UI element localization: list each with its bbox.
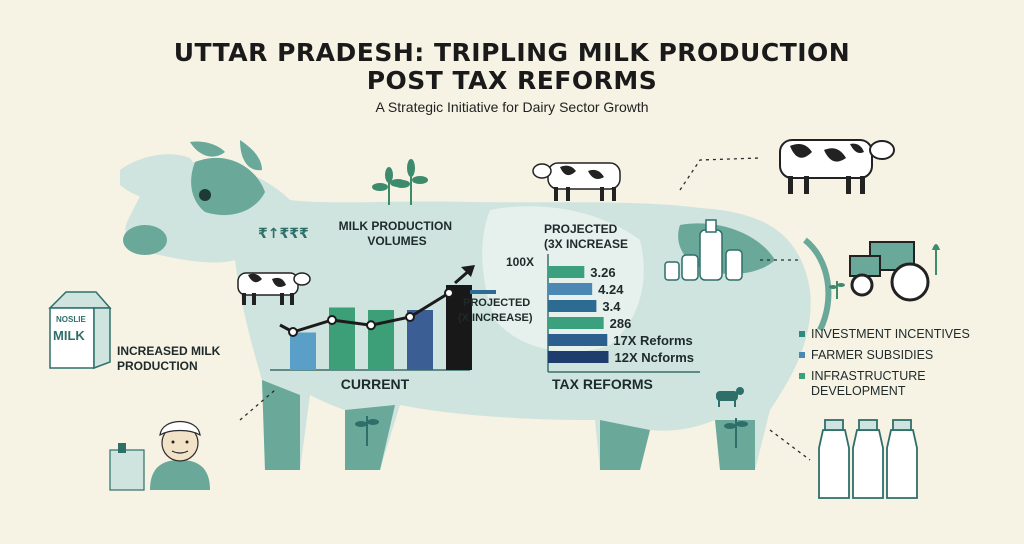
- carton-brand: NOSLIE: [56, 315, 86, 324]
- chart2-bar: [548, 317, 604, 329]
- legend-label: INVESTMENT INCENTIVES: [811, 327, 970, 341]
- chart2-bar: [548, 266, 585, 278]
- legend-item: FARMER SUBSIDIES: [799, 348, 999, 363]
- increased-milk-label: INCREASED MILK PRODUCTION: [117, 344, 221, 373]
- projected-side-label: PROJECTED (X INCREASE): [458, 297, 533, 324]
- chart1-xlabel: CURRENT: [341, 376, 410, 392]
- plant-icon: [724, 418, 748, 448]
- farmer-icon: [109, 421, 210, 491]
- chart1-trend-point: [366, 320, 376, 331]
- chart1-trend-point: [288, 327, 298, 337]
- chart2-title-line2: (3X INCREASE: [544, 237, 628, 251]
- chart1-title-line2: VOLUMES: [367, 234, 426, 248]
- legend-label: FARMER SUBSIDIES: [811, 348, 934, 362]
- chart2-xlabel: TAX REFORMS: [552, 376, 653, 392]
- carton-product: MILK: [53, 328, 85, 343]
- goat-icon: [716, 387, 744, 407]
- milk-bottles-large-icon: [818, 419, 918, 499]
- cow-icon: [532, 162, 621, 201]
- legend-swatch: [799, 352, 805, 358]
- chart2-bar: [548, 283, 593, 295]
- chart1-bar: [290, 332, 316, 370]
- initiatives-legend: INVESTMENT INCENTIVES FARMER SUBSIDIES INF…: [799, 327, 999, 405]
- milk-bottles-icon: [664, 219, 743, 281]
- projected-swatch: [470, 290, 496, 294]
- small-cow-icon: [237, 272, 311, 305]
- projected-side-line1: PROJECTED: [463, 297, 530, 309]
- chart1-bar: [368, 310, 394, 370]
- plant-icon: [829, 281, 845, 299]
- chart1-trend-point: [327, 315, 337, 325]
- legend-swatch: [799, 373, 805, 379]
- chart1-trend-point: [405, 312, 415, 322]
- icon-numbers: ₹↑₹₹₹: [258, 226, 309, 242]
- milk-carton-icon: [48, 291, 112, 370]
- chart2-bar: [548, 351, 609, 363]
- chart2-bar: [548, 300, 597, 312]
- chart2-bar-label: 3.26: [590, 265, 615, 280]
- page-title-line1: UTTAR PRADESH: TRIPLING MILK PRODUCTION: [173, 38, 851, 67]
- chart1-title: MILK PRODUCTION VOLUMES: [339, 219, 456, 248]
- legend-item: INVESTMENT INCENTIVES: [799, 327, 999, 342]
- hundred-x-label: 100X: [506, 255, 534, 269]
- cow-icon: [779, 139, 895, 194]
- chart2-bar-label: 4.24: [598, 282, 624, 297]
- chart2-title: PROJECTED (3X INCREASE: [544, 222, 628, 251]
- chart1-trend-arrowhead: [461, 265, 475, 277]
- production-bar-chart: [270, 265, 475, 371]
- legend-label: INFRASTRUCTURE DEVELOPMENT: [811, 369, 926, 398]
- page-subtitle: A Strategic Initiative for Dairy Sector …: [375, 99, 649, 115]
- chart2-bar-label: 3.4: [602, 299, 621, 314]
- legend-swatch: [799, 331, 805, 337]
- chart2-title-line1: PROJECTED: [544, 222, 618, 236]
- chart1-bar: [446, 285, 472, 370]
- chart2-bar-label: 17X Reforms: [613, 333, 692, 348]
- chart1-trend-point: [444, 288, 454, 298]
- legend-item: INFRASTRUCTURE DEVELOPMENT: [799, 369, 999, 399]
- chart1-title-line1: MILK PRODUCTION: [339, 219, 452, 233]
- page-title-line2: POST TAX REFORMS: [366, 66, 658, 95]
- tractor-icon: [849, 241, 940, 302]
- projected-side-line2: (X INCREASE): [458, 312, 533, 324]
- chart2-bar-label: 12X Ncforms: [615, 350, 694, 365]
- projection-bar-chart: 3.26 4.24 3.4 286 17X Reforms 12X Ncforms: [547, 254, 700, 373]
- plant-icon: [394, 159, 428, 205]
- chart2-bar: [548, 334, 608, 346]
- chart2-bar-label: 286: [610, 316, 632, 331]
- plant-icon: [355, 416, 379, 446]
